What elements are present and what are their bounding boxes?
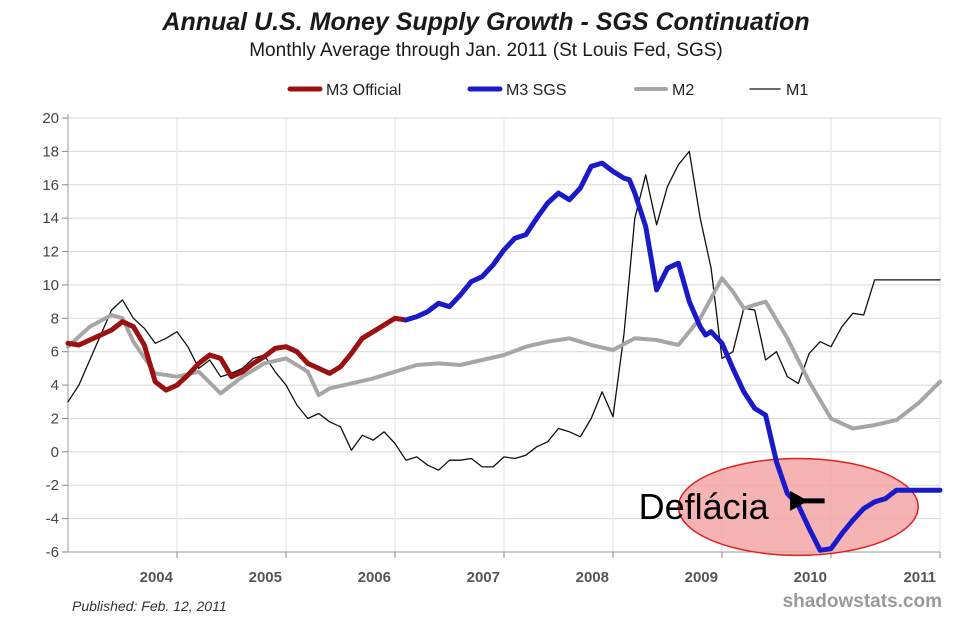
y-tick-label: 18 [42,143,59,160]
y-tick-label: 10 [42,277,59,294]
x-tick-label: 2006 [358,569,391,586]
annotation-arrow-head [790,490,809,511]
y-tick-label: 20 [42,110,59,127]
y-tick-label: -4 [46,511,59,528]
x-tick-label: 2005 [249,569,282,586]
y-axis: -6 -4 -2 0 2 4 6 8 10 12 14 16 18 20 [42,110,69,561]
legend-label: M3 Official [326,82,401,99]
source-watermark: shadowstats.com [783,591,942,612]
y-tick-label: 14 [42,210,59,227]
x-tick-label: 2010 [794,569,827,586]
series-line-m3-official [65,315,409,393]
y-tick-label: 2 [51,410,59,427]
x-tick-label: 2009 [685,569,718,586]
annotation-label: Deflácia [639,486,770,527]
y-tick-label: 4 [51,377,59,394]
y-tick-label: 6 [51,344,59,361]
legend: M3 Official M3 SGS M2 M1 [287,82,808,99]
legend-label: M3 SGS [506,82,566,99]
series-layer [65,150,943,553]
series-line-m3-sgs [403,160,943,553]
legend-label: M1 [786,82,808,99]
series-line-m1 [67,150,941,471]
series-line-m2 [66,276,942,431]
chart-subtitle: Monthly Average through Jan. 2011 (St Lo… [249,40,723,61]
x-tick-label: 2007 [467,569,500,586]
y-tick-label: 8 [51,310,59,327]
legend-label: M2 [672,82,694,99]
x-tick-label: 2008 [576,569,609,586]
published-date: Published: Feb. 12, 2011 [72,598,227,614]
y-tick-label: 0 [51,444,59,461]
y-tick-label: 12 [42,244,59,261]
x-tick-label: 2004 [140,569,174,586]
annotation-layer-front: Deflácia [639,486,825,527]
chart-title: Annual U.S. Money Supply Growth - SGS Co… [161,8,809,36]
x-axis: 2004 2005 2006 2007 2008 2009 2010 2011 [68,551,941,586]
y-tick-label: -2 [46,477,59,494]
x-tick-label: 2011 [903,569,936,586]
y-tick-label: -6 [46,544,59,561]
y-tick-label: 16 [42,177,59,194]
